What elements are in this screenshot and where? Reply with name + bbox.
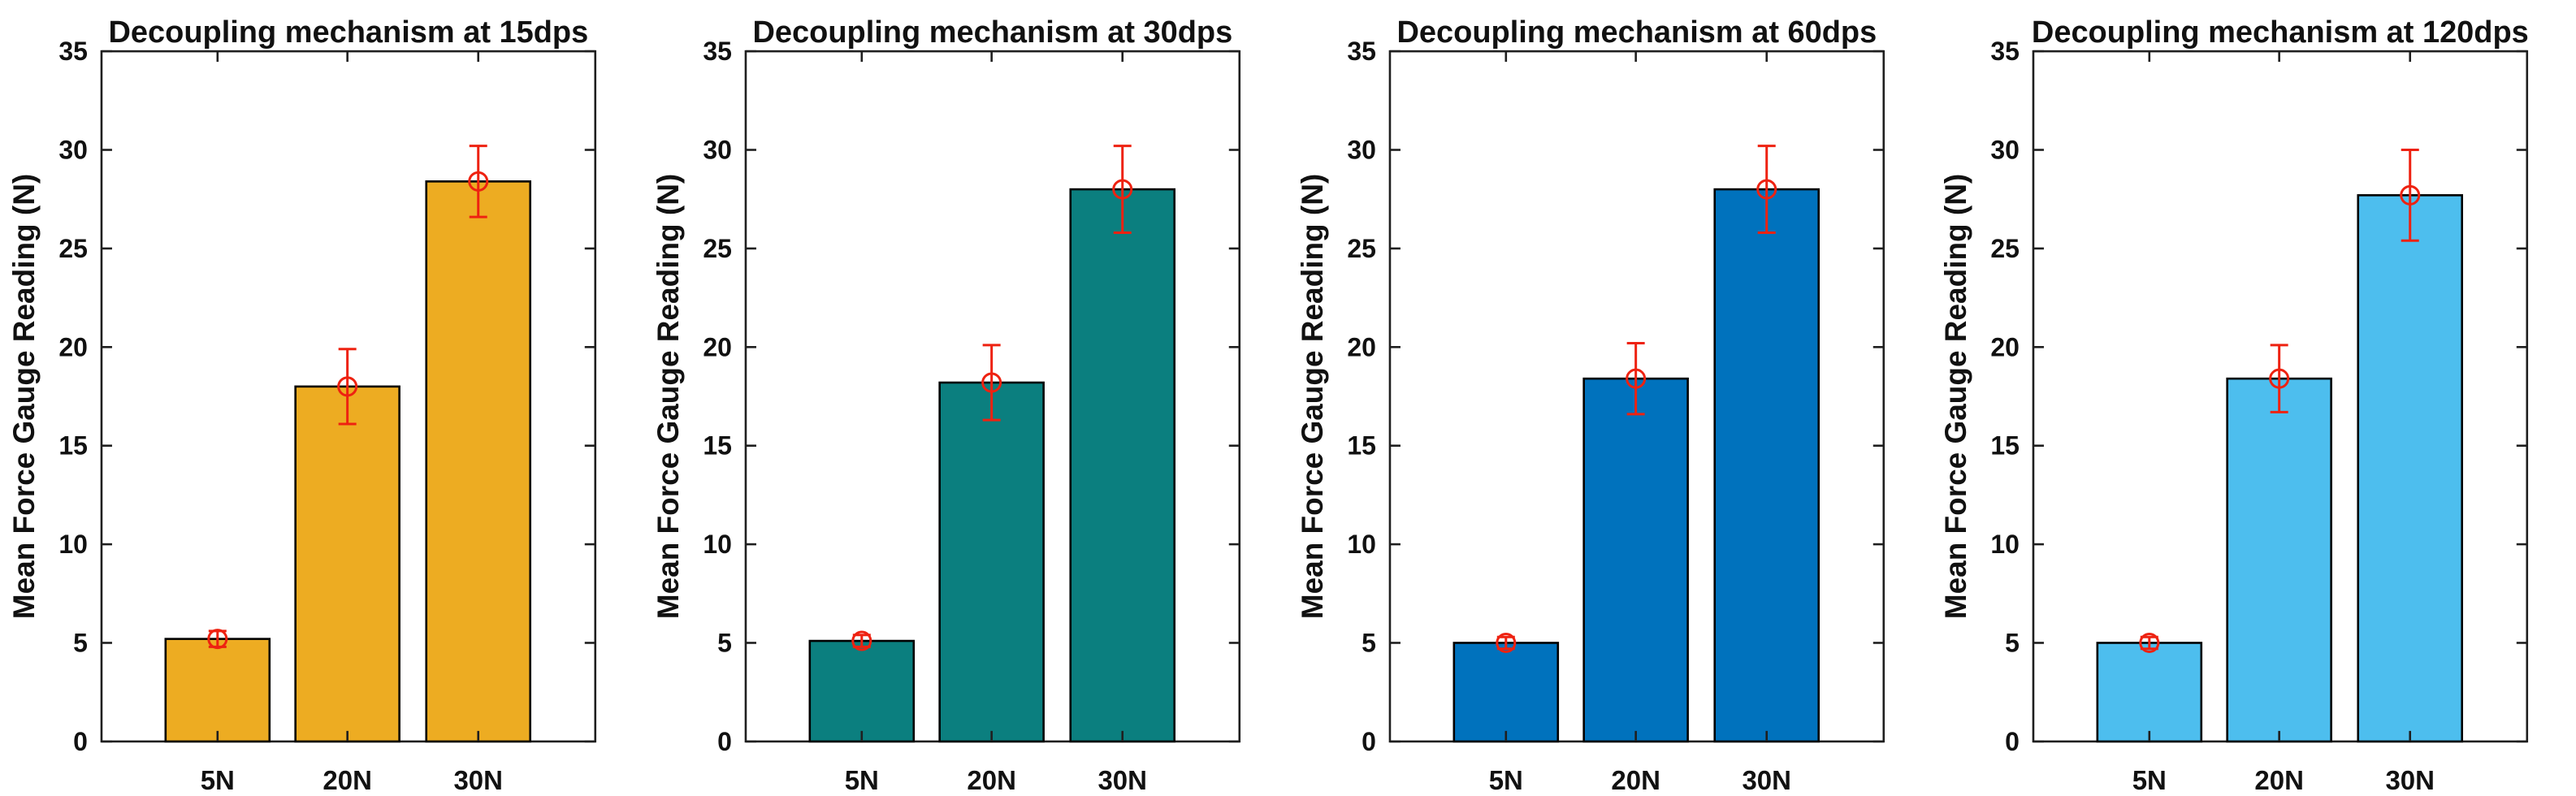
x-tick-label: 20N xyxy=(2255,765,2304,795)
x-tick-label: 5N xyxy=(844,765,878,795)
chart-title: Decoupling mechanism at 15dps xyxy=(108,15,588,50)
y-tick-label: 5 xyxy=(2005,628,2020,657)
y-tick-label: 35 xyxy=(1991,37,2020,66)
error-bar-30N xyxy=(2400,149,2421,242)
error-bar-30N xyxy=(468,145,489,218)
y-tick-label: 35 xyxy=(703,37,732,66)
error-marker-icon xyxy=(2139,632,2160,653)
y-tick-label: 30 xyxy=(58,136,88,165)
bar-30N xyxy=(2357,194,2464,743)
x-tick-label: 20N xyxy=(1611,765,1660,795)
error-marker-icon xyxy=(1625,368,1646,389)
error-marker-icon xyxy=(1756,179,1777,200)
bar-chart: 0 5 10 15 20 25 30 35 5N 20N 30N Decoupling mechani… xyxy=(1295,15,1885,795)
y-axis-label: Mean Force Gauge Reading (N) xyxy=(652,174,685,619)
y-tick-label: 0 xyxy=(73,727,88,756)
chart-panel-3: 0 5 10 15 20 25 30 35 5N 20N 30N Decoupling mechani… xyxy=(1932,0,2576,796)
error-marker-icon xyxy=(1495,632,1516,653)
error-bar-20N xyxy=(2269,344,2290,413)
error-bar-30N xyxy=(1756,145,1777,234)
x-tick-label: 30N xyxy=(1098,765,1146,795)
error-bar-30N xyxy=(1111,145,1132,234)
x-tick-label: 20N xyxy=(323,765,371,795)
x-tick-label: 20N xyxy=(967,765,1015,795)
bar-30N xyxy=(1712,188,1820,743)
bar-20N xyxy=(294,385,400,743)
error-marker-icon xyxy=(2269,368,2290,389)
x-tick-label: 5N xyxy=(201,765,235,795)
y-tick-label: 25 xyxy=(58,234,88,263)
error-bar-20N xyxy=(981,344,1002,422)
y-tick-label: 10 xyxy=(1347,530,1376,559)
y-tick-label: 0 xyxy=(717,727,732,756)
chart-title: Decoupling mechanism at 120dps xyxy=(2032,15,2529,50)
x-tick-label: 5N xyxy=(1488,765,1522,795)
bar-5N xyxy=(2096,642,2203,743)
bar-chart: 0 5 10 15 20 25 30 35 5N 20N 30N Decoupling mechani… xyxy=(652,15,1240,795)
y-tick-label: 20 xyxy=(58,332,88,361)
bar-20N xyxy=(1582,377,1689,743)
y-tick-label: 35 xyxy=(1347,37,1376,66)
bar-5N xyxy=(1453,642,1559,743)
chart-title: Decoupling mechanism at 60dps xyxy=(1396,15,1877,50)
y-tick-label: 15 xyxy=(703,431,732,461)
chart-panel-2: 0 5 10 15 20 25 30 35 5N 20N 30N Decoupling mechani… xyxy=(1288,0,1933,796)
y-tick-label: 35 xyxy=(58,37,88,66)
x-tick-label: 30N xyxy=(453,765,502,795)
bar-5N xyxy=(164,638,271,743)
error-marker-icon xyxy=(337,376,358,397)
y-tick-label: 5 xyxy=(717,628,732,657)
error-marker-icon xyxy=(468,171,489,192)
error-bar-5N xyxy=(207,629,228,650)
y-tick-label: 20 xyxy=(1991,332,2020,361)
y-tick-label: 15 xyxy=(58,431,88,461)
error-bar-5N xyxy=(851,630,872,651)
y-tick-label: 10 xyxy=(1991,530,2020,559)
bar-30N xyxy=(1069,188,1175,743)
y-tick-label: 5 xyxy=(1362,628,1376,657)
bar-20N xyxy=(2226,377,2333,743)
y-tick-label: 30 xyxy=(703,136,732,165)
error-marker-icon xyxy=(851,630,872,651)
y-tick-label: 10 xyxy=(703,530,732,559)
bar-20N xyxy=(938,381,1045,743)
x-tick-label: 30N xyxy=(1742,765,1790,795)
y-tick-label: 20 xyxy=(1347,332,1376,361)
y-tick-label: 25 xyxy=(703,234,732,263)
error-bar-5N xyxy=(1495,632,1516,653)
x-tick-label: 30N xyxy=(2386,765,2435,795)
x-tick-label: 5N xyxy=(2132,765,2167,795)
bar-5N xyxy=(808,639,915,743)
y-tick-label: 25 xyxy=(1991,234,2020,263)
y-tick-label: 20 xyxy=(703,332,732,361)
error-bar-5N xyxy=(2139,632,2160,653)
y-tick-label: 30 xyxy=(1991,136,2020,165)
y-axis-label: Mean Force Gauge Reading (N) xyxy=(1939,174,1972,619)
y-tick-label: 30 xyxy=(1347,136,1376,165)
error-marker-icon xyxy=(981,372,1002,393)
y-axis-label: Mean Force Gauge Reading (N) xyxy=(1295,174,1328,619)
chart-panel-1: 0 5 10 15 20 25 30 35 5N 20N 30N Decoupling mechani… xyxy=(643,0,1288,796)
y-tick-label: 5 xyxy=(73,628,88,657)
y-tick-label: 0 xyxy=(1362,727,1376,756)
y-tick-label: 0 xyxy=(2005,727,2020,756)
y-tick-label: 10 xyxy=(58,530,88,559)
chart-title: Decoupling mechanism at 30dps xyxy=(752,15,1232,50)
error-marker-icon xyxy=(207,629,228,650)
y-axis-label: Mean Force Gauge Reading (N) xyxy=(7,174,41,619)
y-tick-label: 15 xyxy=(1991,431,2020,461)
error-marker-icon xyxy=(1111,179,1132,200)
error-bar-20N xyxy=(1625,341,1646,416)
bar-chart: 0 5 10 15 20 25 30 35 5N 20N 30N Decoupling mechani… xyxy=(7,15,597,795)
y-tick-label: 15 xyxy=(1347,431,1376,461)
y-tick-label: 25 xyxy=(1347,234,1376,263)
bar-30N xyxy=(425,180,531,743)
error-marker-icon xyxy=(2400,184,2421,205)
chart-panel-0: 0 5 10 15 20 25 30 35 5N 20N 30N Decoupling mechani… xyxy=(0,0,644,796)
error-bar-20N xyxy=(337,348,358,426)
bar-chart: 0 5 10 15 20 25 30 35 5N 20N 30N Decoupling mechani… xyxy=(1939,15,2529,795)
